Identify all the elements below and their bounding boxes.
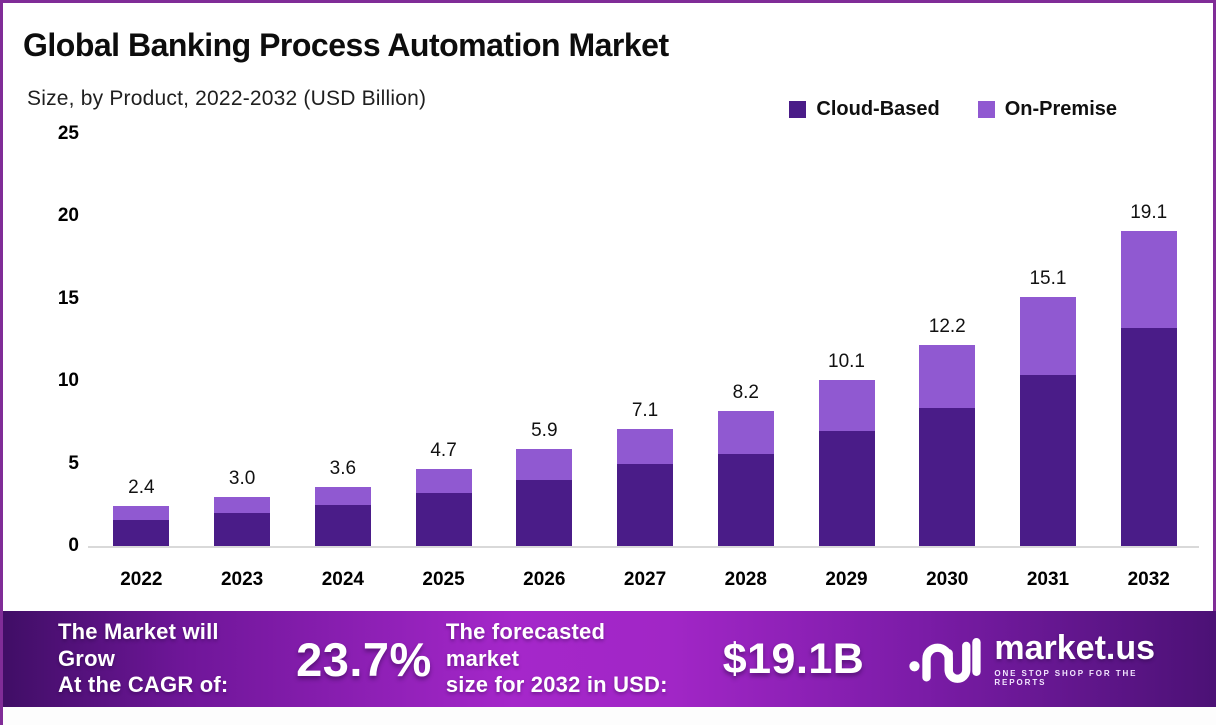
bar-total-label: 15.1 [1029,268,1067,290]
stacked-bar-chart: 25 20 15 10 5 0 2.4 2022 3.0 2023 3.6 2024 4.7 2025 5… [3,3,1216,608]
forecast-value: $19.1B [722,634,865,683]
bar-segment-cloud-based [314,504,371,546]
logo-tagline: ONE STOP SHOP FOR THE REPORTS [994,669,1138,687]
on-premise-swatch-icon [977,101,995,118]
bar-total-label: 12.2 [928,315,966,337]
x-axis-baseline [88,546,1199,548]
y-tick-label: 25 [57,123,79,144]
chart-legend: Cloud-Based On-Premise [789,98,1117,121]
y-tick-label: 5 [68,452,79,474]
bar-total-label: 5.9 [531,419,558,441]
legend-item-on-premise: On-Premise [977,98,1117,121]
legend-item-cloud-based: Cloud-Based [789,98,940,121]
y-tick-label: 10 [57,370,79,392]
bar-segment-cloud-based [818,430,875,546]
bar-segment-on-premise [818,379,875,431]
bar-total-label: 2.4 [128,477,155,499]
x-tick-label: 2028 [724,569,767,590]
bar-segment-cloud-based [113,519,170,546]
marketus-logo-icon [908,628,982,691]
bar-column: 10.1 2029 [796,134,897,590]
x-tick-label: 2022 [120,569,163,590]
bar-segment-on-premise [717,410,774,454]
bar-column: 8.2 2028 [695,134,796,590]
y-tick-label: 15 [57,287,79,309]
x-tick-label: 2031 [1026,569,1070,590]
bar-segment-cloud-based [1120,328,1177,546]
legend-label: On-Premise [1004,98,1117,120]
marketus-logo: market.us ONE STOP SHOP FOR THE REPORTS [908,628,1191,691]
bar-total-label: 19.1 [1130,202,1168,224]
y-tick-label: 0 [68,535,79,556]
x-tick-label: 2023 [220,569,264,590]
x-tick-label: 2029 [825,569,868,590]
bar-total-label: 3.6 [329,457,357,479]
bar-column: 3.0 2023 [192,134,293,590]
bar-column: 19.1 2032 [1098,134,1199,590]
x-tick-label: 2027 [623,569,667,590]
bar-total-label: 4.7 [430,439,457,461]
cagr-label: The Market will Grow At the CAGR of: [58,618,229,698]
bar-segment-on-premise [919,344,976,408]
bar-column: 3.6 2024 [292,134,393,590]
bar-total-label: 8.2 [732,381,759,403]
x-tick-label: 2030 [926,569,969,590]
bar-segment-on-premise [1120,231,1177,329]
x-tick-label: 2024 [321,569,364,590]
bar-segment-on-premise [314,486,371,505]
x-tick-label: 2025 [422,569,465,590]
bar-segment-cloud-based [1019,374,1076,546]
x-tick-label: 2032 [1127,569,1170,590]
bar-segment-cloud-based [214,513,271,546]
bar-segment-cloud-based [617,463,674,546]
bars-area: 2.4 2022 3.0 2023 3.6 2024 4.7 2025 5.9 2026 7.1 20… [91,134,1199,590]
bar-total-label: 3.0 [228,467,256,489]
bottom-margin [3,707,1216,725]
bar-segment-on-premise [617,429,674,464]
logo-name: market.us [994,629,1156,667]
bar-segment-cloud-based [415,493,472,546]
page-subtitle: Size, by Product, 2022-2032 (USD Billion… [27,87,427,110]
bar-total-label: 7.1 [631,400,659,422]
bar-segment-on-premise [516,448,573,481]
y-tick-label: 20 [57,205,79,227]
bar-segment-cloud-based [516,480,573,546]
bar-total-label: 10.1 [828,350,865,372]
bar-segment-on-premise [1019,297,1076,375]
bar-column: 2.4 2022 [91,134,192,590]
bar-segment-on-premise [214,496,271,514]
bar-column: 15.1 2031 [998,134,1099,590]
forecast-label: The forecasted market size for 2032 in U… [445,618,668,698]
bar-column: 7.1 2027 [595,134,696,590]
bar-column: 5.9 2026 [494,134,595,590]
bar-column: 12.2 2030 [897,134,998,590]
page-title: Global Banking Process Automation Market [23,27,669,63]
cloud-based-swatch-icon [789,101,807,118]
bar-column: 4.7 2025 [393,134,494,590]
legend-label: Cloud-Based [816,98,940,120]
bar-segment-on-premise [415,468,472,494]
bar-segment-on-premise [113,506,170,520]
cagr-value: 23.7% [296,632,432,686]
cagr-banner: The Market will Grow At the CAGR of: 23.… [3,611,1216,707]
x-tick-label: 2026 [523,569,566,590]
bar-segment-cloud-based [717,453,774,546]
bar-segment-cloud-based [919,407,976,546]
